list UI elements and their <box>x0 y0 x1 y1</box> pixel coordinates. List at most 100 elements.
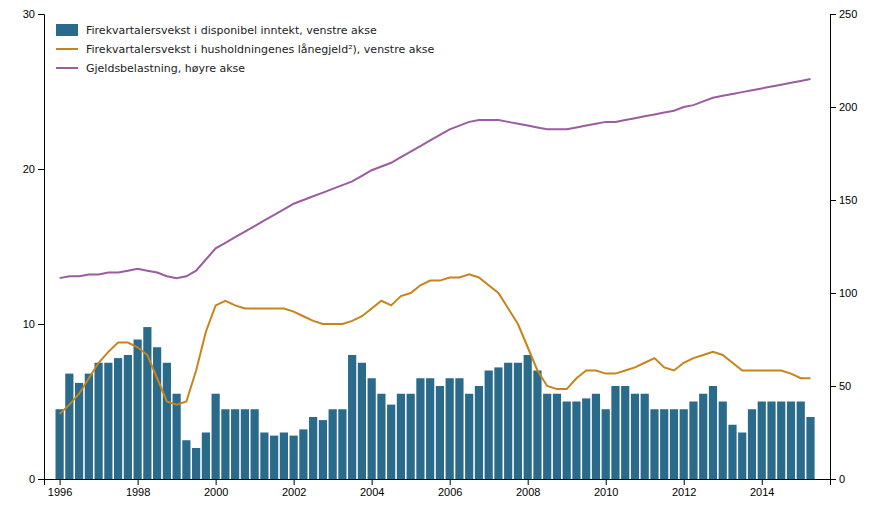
bar <box>680 409 688 479</box>
y2-axis: 050100150200250 <box>830 8 857 485</box>
tick-mark <box>528 479 529 485</box>
tick: 2008 <box>516 479 540 498</box>
bar <box>670 409 678 479</box>
y-axis: 0102030 <box>23 8 45 485</box>
tick-label: 2008 <box>516 486 540 498</box>
tick-mark <box>606 479 607 485</box>
bar <box>416 378 424 479</box>
bar <box>338 409 346 479</box>
tick-mark <box>38 169 44 170</box>
tick-label: 100 <box>839 287 857 299</box>
marks <box>56 79 815 479</box>
bar <box>787 402 795 480</box>
tick-mark <box>138 479 139 485</box>
bar <box>85 374 93 479</box>
bar <box>504 363 512 479</box>
tick: 1998 <box>126 479 150 498</box>
bar <box>592 394 600 479</box>
tick-label: 0 <box>29 473 35 485</box>
tick-label: 0 <box>839 473 845 485</box>
tick-label: 10 <box>23 318 35 330</box>
bar <box>631 394 639 479</box>
bar <box>280 433 288 480</box>
bar <box>611 386 619 479</box>
tick: 2010 <box>594 479 618 498</box>
axis-line <box>831 15 837 480</box>
tick: 50 <box>830 380 851 392</box>
bar <box>426 378 434 479</box>
tick-mark <box>38 14 44 15</box>
tick-mark <box>450 479 451 485</box>
bar <box>182 440 190 479</box>
bar <box>446 378 454 479</box>
bar <box>221 409 229 479</box>
bar <box>582 398 590 479</box>
bar <box>290 436 298 479</box>
bar <box>231 409 239 479</box>
bar <box>368 378 376 479</box>
bar <box>767 402 775 480</box>
bar <box>407 394 415 479</box>
tick-label: 1998 <box>126 486 150 498</box>
tick-label: 2012 <box>672 486 696 498</box>
bar <box>719 402 727 480</box>
tick-mark <box>830 107 836 108</box>
legend-label: Firekvartalersvekst i disponibel inntekt… <box>86 24 377 37</box>
tick: 2014 <box>750 479 774 498</box>
tick-mark <box>830 386 836 387</box>
bar <box>358 363 366 479</box>
bar <box>455 378 463 479</box>
bar <box>524 355 532 479</box>
plot: 1996199820002002200420062008201020122014… <box>23 8 858 498</box>
bar <box>465 394 473 479</box>
tick: 100 <box>830 287 857 299</box>
bar <box>514 363 522 479</box>
bar <box>748 409 756 479</box>
bar <box>641 394 649 479</box>
bar <box>65 374 73 479</box>
bar <box>134 340 142 480</box>
tick-label: 2002 <box>282 486 306 498</box>
legend-swatch <box>56 24 78 36</box>
bar <box>777 402 785 480</box>
legend-swatch <box>56 67 78 69</box>
bar <box>299 429 307 479</box>
bar <box>104 363 112 479</box>
line <box>60 274 811 414</box>
tick-mark <box>830 479 836 480</box>
tick-mark <box>294 479 295 485</box>
tick-label: 1996 <box>48 486 72 498</box>
tick: 0 <box>830 473 845 485</box>
bar <box>56 409 64 479</box>
tick: 2002 <box>282 479 306 498</box>
bar <box>738 433 746 480</box>
bar <box>806 417 814 479</box>
tick-mark <box>830 200 836 201</box>
tick: 30 <box>23 8 44 20</box>
bar <box>728 425 736 479</box>
tick-label: 2006 <box>438 486 462 498</box>
tick-label: 2000 <box>204 486 228 498</box>
bar <box>387 405 395 479</box>
legend-label: Gjeldsbelastning, høyre akse <box>86 62 245 75</box>
bar <box>114 358 122 479</box>
bar <box>95 363 103 479</box>
bar <box>436 386 444 479</box>
tick-mark <box>372 479 373 485</box>
tick: 2006 <box>438 479 462 498</box>
axis-line <box>45 480 831 486</box>
tick-mark <box>830 293 836 294</box>
bar <box>494 367 502 479</box>
tick-mark <box>762 479 763 485</box>
line <box>60 79 811 278</box>
bar <box>309 417 317 479</box>
bar <box>163 363 171 479</box>
bar <box>709 386 717 479</box>
bar <box>173 394 181 479</box>
bar <box>650 409 658 479</box>
bar <box>758 402 766 480</box>
tick: 250 <box>830 8 857 20</box>
tick-mark <box>60 479 61 485</box>
bar <box>260 433 268 480</box>
tick-label: 200 <box>839 101 857 113</box>
